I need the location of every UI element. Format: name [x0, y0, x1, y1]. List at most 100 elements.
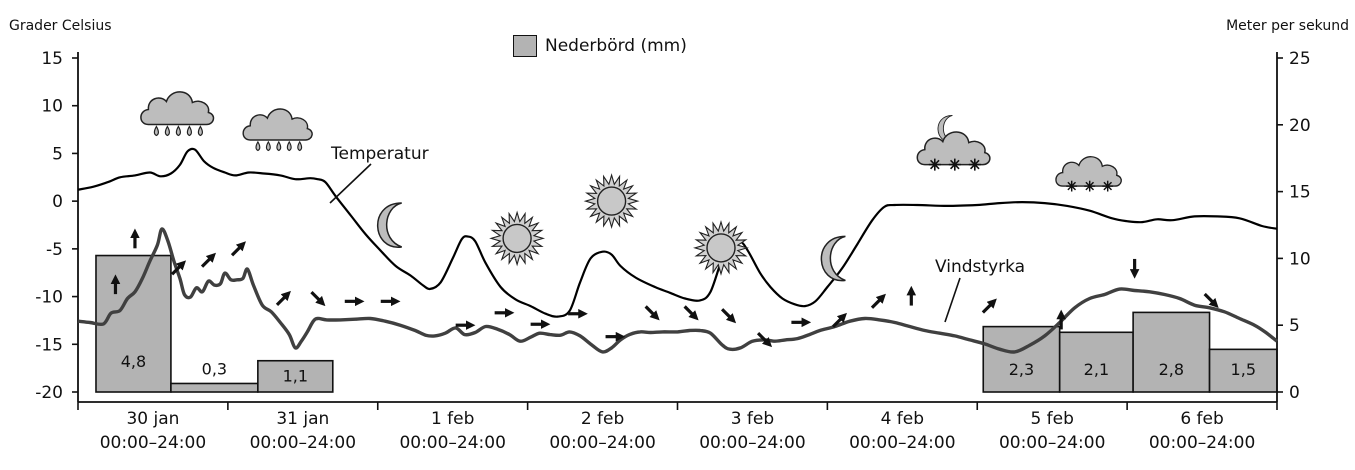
raindrop-shape: [175, 125, 181, 137]
legend: Nederbörd (mm): [513, 35, 687, 57]
left-axis-tick-label: 15: [41, 49, 63, 69]
precipitation-bar-label: 1,1: [283, 366, 308, 385]
precipitation-bar-label: 1,5: [1231, 360, 1256, 379]
precipitation-bar-label: 2,3: [1009, 360, 1034, 379]
left-axis-tick-label: -10: [35, 288, 63, 308]
precipitation-bar: [170, 382, 259, 393]
snowflake-ray: [1085, 181, 1095, 191]
temperature-label-leader: [329, 163, 372, 204]
precipitation-bar: [1132, 311, 1211, 393]
precipitation-bar-label: 4,8: [121, 352, 146, 371]
precipitation-bar-label: 2,1: [1084, 360, 1109, 379]
raindrop-shape: [276, 140, 282, 152]
raindrop-shape: [286, 140, 292, 152]
moon-icon: [820, 235, 846, 282]
moon-icon: [377, 202, 402, 248]
wind-direction-arrow-icon: [756, 332, 773, 348]
raindrop-shape: [164, 125, 170, 137]
legend-label: Nederbörd (mm): [545, 36, 687, 56]
snowflake-ray: [929, 159, 940, 170]
right-axis-tick-label: 25: [1289, 49, 1311, 69]
sun-disc-shape: [596, 186, 627, 216]
raindrop-shape: [297, 140, 303, 152]
moon-shape: [820, 235, 846, 282]
wind-direction-arrow-icon: [720, 308, 737, 324]
wind-direction-arrow-icon: [981, 298, 997, 314]
snowflake-ray: [1103, 181, 1113, 191]
x-axis-date-label: 1 feb: [431, 409, 474, 429]
temperature-line: [77, 147, 1278, 318]
snowflake-shape: [1102, 180, 1114, 192]
precipitation-bar-label: 0,3: [202, 359, 227, 378]
raindrop-shape: [265, 140, 271, 152]
x-axis-date-label: 31 jan: [276, 409, 329, 429]
x-axis-time-label: 00:00–24:00: [250, 433, 356, 453]
left-axis-tick-label: 10: [41, 97, 63, 117]
raindrop-shape: [197, 125, 203, 137]
wind-direction-arrow-icon: [170, 260, 187, 276]
x-axis-date-label: 5 feb: [1030, 409, 1073, 429]
right-axis-tick-label: 20: [1289, 116, 1311, 136]
right-axis-tick-label: 5: [1289, 316, 1300, 336]
wind-series-label: Vindstyrka: [935, 257, 1025, 277]
snowflake-ray: [949, 159, 960, 170]
wind-direction-arrow-icon: [831, 312, 847, 328]
cloud-shape: [140, 91, 215, 126]
x-axis-date-label: 30 jan: [126, 409, 179, 429]
wind-direction-arrow-icon: [870, 293, 886, 309]
left-axis-tick-label: -5: [46, 240, 63, 260]
x-axis-date-label: 4 feb: [881, 409, 924, 429]
raindrop-shape: [255, 140, 261, 152]
right-axis-tick-label: 15: [1289, 183, 1311, 203]
x-axis-time-label: 00:00–24:00: [1149, 433, 1255, 453]
x-axis-date-label: 6 feb: [1180, 409, 1223, 429]
sun-disc-shape: [706, 233, 736, 263]
right-axis-title: Meter per sekund: [1226, 18, 1349, 34]
left-axis-title: Grader Celsius: [9, 18, 112, 34]
temperature-series-label: Temperatur: [330, 144, 429, 164]
left-axis-tick-label: -20: [35, 383, 63, 403]
wind-direction-arrow-icon: [230, 241, 246, 257]
x-axis-date-label: 2 feb: [581, 409, 624, 429]
sun-disc-shape: [502, 223, 532, 254]
wind-direction-arrow-icon: [275, 290, 291, 306]
wind-line: [77, 227, 1279, 354]
snowflake-shape: [968, 158, 981, 171]
x-axis-time-label: 00:00–24:00: [100, 433, 206, 453]
snow-cloud-icon: [1055, 156, 1122, 192]
precipitation-bar: [982, 325, 1061, 393]
moon-shape: [377, 202, 402, 248]
snowflake-shape: [1084, 180, 1096, 192]
x-axis-date-label: 3 feb: [731, 409, 774, 429]
snowflake-ray: [969, 159, 980, 170]
wind-direction-arrow-icon: [1203, 292, 1219, 308]
snowflake-shape: [928, 158, 941, 171]
raindrop-shape: [153, 125, 159, 137]
precipitation-bar: [257, 359, 334, 393]
sun-icon: [583, 173, 640, 230]
x-axis-time-label: 00:00–24:00: [549, 433, 655, 453]
wind-direction-arrow-icon: [683, 305, 699, 321]
cloud-shape: [916, 131, 991, 166]
left-axis-tick-label: -15: [35, 335, 63, 355]
x-axis-time-label: 00:00–24:00: [999, 433, 1105, 453]
rain-cloud-icon: [140, 91, 215, 137]
cloud-shape: [1055, 156, 1122, 187]
snowflake-shape: [948, 158, 961, 171]
x-axis-time-label: 00:00–24:00: [399, 433, 505, 453]
x-axis-time-label: 00:00–24:00: [699, 433, 805, 453]
precipitation-bar-label: 2,8: [1159, 360, 1184, 379]
wind-label-leader: [944, 277, 961, 323]
sun-icon: [693, 219, 749, 276]
rain-cloud-icon: [242, 108, 313, 152]
left-axis-tick-label: 5: [52, 144, 63, 164]
snowflake-shape: [1066, 180, 1078, 192]
right-axis-tick-label: 0: [1289, 383, 1300, 403]
snowflake-ray: [1067, 181, 1077, 191]
sun-icon: [489, 210, 546, 267]
cloud-shape: [242, 108, 313, 141]
wind-direction-arrow-icon: [310, 290, 326, 307]
x-axis-time-label: 00:00–24:00: [849, 433, 955, 453]
wind-direction-arrow-icon: [644, 305, 660, 321]
